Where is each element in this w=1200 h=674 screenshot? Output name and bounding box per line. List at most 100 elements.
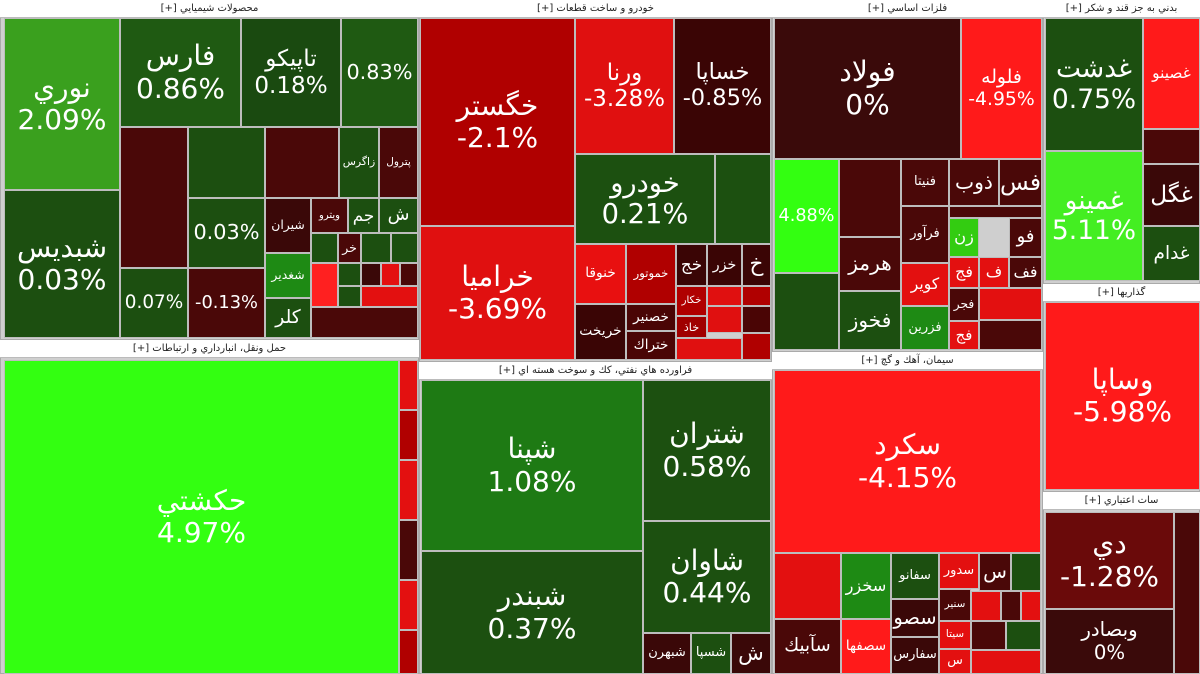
tile: [399, 630, 418, 674]
sector-title: خودرو و ساخت قطعات [+]: [419, 0, 772, 18]
tile: [361, 286, 418, 307]
tile: خريخت: [575, 304, 626, 360]
tile-label: ش: [738, 641, 764, 666]
tile-label: خنوقا: [585, 265, 616, 282]
tile-change: -5.98%: [1072, 395, 1173, 428]
tile-label: خموتور: [633, 266, 669, 281]
tile: ش: [731, 633, 771, 674]
tile: خودرو 0.21%: [575, 154, 715, 244]
tile: ختراك: [626, 331, 676, 360]
tile-change: 5.11%: [1051, 215, 1137, 246]
tile-change: 2.09%: [17, 103, 107, 136]
tile: فج: [949, 257, 979, 288]
tile-label: شغدير: [271, 267, 305, 283]
tile: سخزر: [841, 553, 891, 619]
tile: [742, 286, 771, 306]
tile: شبديس 0.03%: [4, 190, 120, 338]
tile-change: 0.03%: [193, 220, 260, 245]
tile: سكرد -4.15%: [774, 370, 1041, 553]
tile: غدام: [1143, 226, 1200, 281]
tile: [971, 650, 1041, 674]
tile: [400, 263, 418, 286]
tile-change: 0%: [845, 87, 890, 121]
tile-change: 0.75%: [1051, 83, 1137, 115]
tile: شغدير: [265, 253, 311, 298]
tile: غصينو: [1143, 18, 1200, 129]
tile-change: 0.07%: [124, 292, 184, 314]
tile: [311, 263, 338, 307]
sector-title: سات اعتباري [+]: [1043, 492, 1200, 510]
tile: [715, 154, 771, 244]
tile-label: شبهرن: [648, 645, 686, 661]
tile: شيران: [265, 198, 311, 253]
tile-change: 1.08%: [487, 464, 577, 498]
tile: 0.03%: [188, 198, 265, 268]
tile: [1006, 621, 1041, 650]
tile-label: فنيتا: [914, 174, 936, 190]
tile: فجر: [949, 288, 979, 321]
tile-label: خساپا: [695, 59, 750, 86]
tile-label: شاوان: [670, 543, 744, 577]
tile: فج: [949, 321, 979, 350]
tile: دي -1.28%: [1045, 512, 1174, 609]
tile-label: فزرين: [908, 319, 942, 335]
tile: سفارس: [891, 637, 939, 674]
tile: فرآور: [901, 206, 949, 263]
tile-label: سخزر: [845, 575, 887, 595]
tile: ف: [979, 257, 1009, 288]
tile-label: شپنا: [507, 432, 557, 466]
tile-change: 0.37%: [487, 611, 577, 645]
tile-label: ف: [985, 262, 1003, 282]
tile: پترول: [379, 127, 418, 198]
tile: [949, 206, 1042, 218]
tile-change: -3.69%: [447, 292, 548, 325]
tile-change: 4.88%: [778, 205, 835, 226]
tile: سصفها: [841, 619, 891, 674]
tile: [381, 263, 400, 286]
tile: وساپا -5.98%: [1045, 302, 1200, 490]
sector-title: سيمان، آهك و گچ [+]: [772, 352, 1043, 370]
tile-label: سآبيك: [784, 635, 831, 657]
tile: [399, 410, 418, 460]
tile-label: خ: [749, 251, 764, 277]
tile: فارس 0.86%: [120, 18, 241, 127]
tile-label: نوري: [33, 70, 91, 104]
tile-label: ش: [387, 204, 410, 226]
tile: سنير: [939, 589, 971, 621]
tile-label: غدشت: [1056, 53, 1132, 85]
tile: سدور: [939, 553, 979, 589]
tile-label: خج: [680, 254, 703, 275]
sector-title: گذاريها [+]: [1043, 284, 1200, 302]
tile: نوري 2.09%: [4, 18, 120, 190]
tile-label: كلر: [275, 307, 301, 329]
tile-label: زن: [954, 227, 974, 247]
tile-label: حكشتي: [156, 483, 247, 517]
tile-label: سفانو: [899, 567, 931, 583]
tile-change: -4.15%: [857, 460, 958, 494]
tile: ش: [379, 198, 418, 233]
tile-change: 0.18%: [254, 72, 328, 99]
tile-label: فلوله: [981, 66, 1022, 88]
tile-label: خكار: [681, 295, 702, 307]
tile: [971, 591, 1001, 621]
tile: [391, 233, 418, 263]
tile-change: 0.21%: [601, 199, 689, 230]
tile-label: فولاد: [839, 55, 896, 89]
tile: [311, 307, 418, 338]
tile-label: پترول: [386, 156, 411, 169]
tile-label: خاذ: [683, 320, 700, 334]
tile: شتران 0.58%: [643, 380, 771, 521]
tile-change: 0%: [1093, 640, 1126, 664]
tile: خساپا -0.85%: [674, 18, 771, 154]
tile: سصو: [891, 599, 939, 637]
tile: [338, 263, 361, 286]
tile: فنيتا: [901, 159, 949, 206]
tile: خصنير: [626, 304, 676, 331]
tile-change: -1.28%: [1059, 559, 1160, 593]
tile: وبصادر 0%: [1045, 609, 1174, 674]
tile: فخوز: [839, 291, 901, 350]
tile-label: ختراك: [633, 336, 669, 353]
tile-label: زاگرس: [342, 155, 376, 169]
tile-label: ويترو: [319, 209, 340, 221]
tile-label: فج: [955, 325, 973, 344]
